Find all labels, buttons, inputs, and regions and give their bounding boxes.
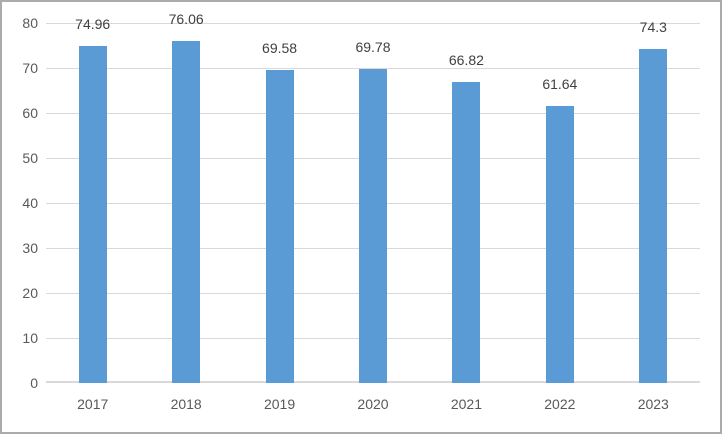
bar-2023[interactable] xyxy=(639,48,668,383)
y-axis-tick-label-20: 20 xyxy=(22,285,38,301)
y-axis-tick-label-50: 50 xyxy=(22,150,38,166)
bar-2022[interactable] xyxy=(545,105,574,383)
y-axis-tick-label-80: 80 xyxy=(22,15,38,31)
gridline-y-80 xyxy=(46,23,700,24)
data-label-2018: 76.06 xyxy=(168,10,204,27)
x-axis-tick-label-2020: 2020 xyxy=(357,396,389,412)
data-label-2023: 74.3 xyxy=(639,18,667,35)
y-axis-tick-label-40: 40 xyxy=(22,195,38,211)
y-axis-tick-label-60: 60 xyxy=(22,105,38,121)
bar-2017[interactable] xyxy=(78,45,107,383)
data-label-2017: 74.96 xyxy=(75,15,111,32)
data-label-2019: 69.58 xyxy=(262,39,298,56)
bar-2020[interactable] xyxy=(359,69,387,383)
y-axis-tick-label-30: 30 xyxy=(22,240,38,256)
bar-2021[interactable] xyxy=(452,82,481,383)
x-axis-tick-label-2022: 2022 xyxy=(544,396,576,412)
bar-2019[interactable] xyxy=(265,69,294,383)
x-axis-tick-label-2017: 2017 xyxy=(77,396,109,412)
y-axis-tick-label-0: 0 xyxy=(30,375,38,391)
x-axis-tick-label-2018: 2018 xyxy=(170,396,202,412)
x-axis-tick-label-2021: 2021 xyxy=(450,396,482,412)
x-axis-tick-label-2023: 2023 xyxy=(637,396,669,412)
y-axis-tick-label-70: 70 xyxy=(22,60,38,76)
data-label-2022: 61.64 xyxy=(542,75,578,92)
data-label-2020: 69.78 xyxy=(355,39,391,55)
gridline-y-70 xyxy=(46,68,700,69)
bar-2018[interactable] xyxy=(172,40,201,383)
data-label-2021: 66.82 xyxy=(448,52,484,69)
y-axis-tick-label-10: 10 xyxy=(22,330,38,346)
x-axis-tick-label-2019: 2019 xyxy=(263,396,296,412)
plot-area: 74.96 76.06 69.58 69.78 66.82 61.64 74.3 xyxy=(46,11,700,383)
